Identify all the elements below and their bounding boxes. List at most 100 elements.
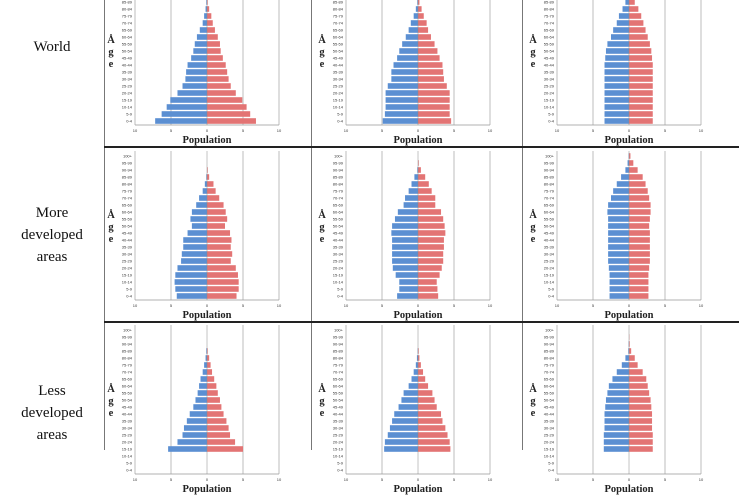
age-tick-label: 65-69: [122, 203, 133, 208]
bar-female: [418, 118, 451, 124]
bar-male: [404, 202, 418, 208]
bar-male: [612, 376, 629, 382]
y-axis-label-letter: g: [319, 396, 325, 407]
bar-female: [207, 48, 221, 54]
bar-male: [392, 237, 418, 243]
column-divider: [522, 0, 523, 450]
bar-female: [207, 376, 214, 382]
age-tick-label: 50-54: [122, 224, 133, 229]
column-divider: [104, 0, 105, 450]
bar-male: [386, 97, 418, 103]
bar-female: [418, 439, 450, 445]
bar-female: [629, 223, 649, 229]
age-tick-label: 10-14: [122, 454, 133, 459]
age-tick-label: 45-49: [333, 56, 344, 61]
bar-female: [418, 202, 435, 208]
x-axis-label: Population: [393, 484, 442, 495]
bar-female: [207, 6, 209, 12]
age-tick-label: 60-64: [333, 384, 344, 389]
bar-female: [418, 258, 443, 264]
row-label-line: More: [0, 202, 104, 224]
pyramid-svg: 0-45-910-1415-1920-2425-2930-3435-3940-4…: [317, 0, 523, 149]
bar-male: [185, 76, 207, 82]
age-tick-label: 40-44: [122, 238, 133, 243]
age-tick-label: 20-24: [544, 266, 555, 271]
age-tick-label: 15-19: [544, 273, 555, 278]
bar-female: [629, 376, 646, 382]
bar-male: [610, 286, 629, 292]
x-tick-label: 10: [133, 477, 138, 482]
bar-female: [418, 362, 421, 368]
bar-female: [207, 286, 239, 292]
bar-female: [629, 69, 653, 75]
age-tick-label: 75-79: [333, 14, 344, 19]
x-tick-label: 10: [344, 477, 349, 482]
age-tick-label: 0-4: [126, 468, 133, 473]
bar-male: [613, 188, 629, 194]
age-tick-label: 65-69: [333, 203, 344, 208]
bar-male: [385, 111, 418, 117]
bar-female: [207, 397, 220, 403]
bar-male: [619, 13, 629, 19]
age-tick-label: 50-54: [544, 224, 555, 229]
bar-male: [608, 258, 629, 264]
bar-female: [207, 34, 218, 40]
bar-male: [621, 174, 629, 180]
pyramid-svg: 0-45-910-1415-1920-2425-2930-3435-3940-4…: [106, 322, 312, 498]
age-tick-label: 45-49: [544, 231, 555, 236]
x-tick-label: 10: [344, 303, 349, 308]
age-tick-label: 20-24: [122, 91, 133, 96]
age-tick-label: 55-59: [122, 42, 133, 47]
bar-female: [207, 27, 215, 33]
age-tick-label: 30-34: [333, 252, 344, 257]
bar-male: [385, 439, 418, 445]
bar-male: [605, 104, 629, 110]
age-tick-label: 70-74: [333, 370, 344, 375]
bar-male: [184, 425, 207, 431]
bar-female: [418, 432, 448, 438]
bar-male: [617, 20, 629, 26]
bar-female: [207, 439, 235, 445]
age-tick-label: 15-19: [544, 447, 555, 452]
x-tick-label: 0: [628, 303, 631, 308]
bar-female: [207, 118, 256, 124]
bar-male: [414, 13, 418, 19]
bar-male: [386, 90, 418, 96]
age-tick-label: 50-54: [333, 224, 344, 229]
bar-male: [177, 90, 207, 96]
x-tick-label: 5: [592, 128, 595, 133]
age-tick-label: 95-99: [122, 161, 133, 166]
bar-female: [418, 404, 437, 410]
bar-female: [207, 279, 239, 285]
bar-male: [391, 230, 418, 236]
bar-male: [186, 69, 207, 75]
y-axis-label-letter: e: [531, 59, 536, 70]
bar-female: [207, 230, 230, 236]
bar-male: [608, 202, 629, 208]
x-tick-label: 5: [664, 128, 667, 133]
x-tick-label: 0: [417, 477, 420, 482]
pyramid-svg: 0-45-910-1415-1920-2425-2930-3435-3940-4…: [106, 0, 312, 149]
age-tick-label: 55-59: [122, 217, 133, 222]
bar-female: [418, 418, 442, 424]
bar-female: [418, 97, 450, 103]
x-tick-label: 0: [417, 303, 420, 308]
bar-male: [204, 362, 207, 368]
y-axis-label-letter: Å: [107, 209, 115, 221]
bar-male: [607, 390, 629, 396]
bar-female: [207, 69, 227, 75]
pyramid-svg: 0-45-910-1415-1920-2425-2930-3435-3940-4…: [528, 322, 734, 498]
age-tick-label: 45-49: [122, 56, 133, 61]
bar-male: [397, 55, 418, 61]
age-tick-label: 85-89: [333, 175, 344, 180]
x-tick-label: 10: [699, 303, 704, 308]
bar-male: [391, 69, 418, 75]
age-tick-label: 80-84: [333, 356, 344, 361]
bar-female: [207, 432, 230, 438]
bar-male: [392, 258, 418, 264]
bar-female: [418, 104, 450, 110]
age-tick-label: 5-9: [337, 461, 344, 466]
age-tick-label: 25-29: [333, 433, 344, 438]
bar-female: [207, 174, 209, 180]
age-tick-label: 40-44: [544, 412, 555, 417]
